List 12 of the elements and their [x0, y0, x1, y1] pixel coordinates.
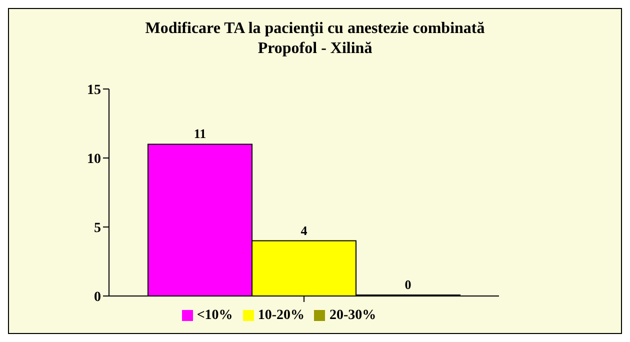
- legend-label: 20-30%: [329, 308, 376, 323]
- y-tick-label: 15: [87, 82, 101, 98]
- legend-label: <10%: [196, 308, 233, 323]
- y-tick-label: 10: [87, 152, 101, 167]
- data-label: 11: [194, 126, 206, 142]
- chart-title: Modificare TA la pacienţii cu anestezie combinată: [144, 19, 486, 39]
- y-tick-label: 5: [94, 220, 101, 236]
- data-label: 4: [300, 222, 308, 238]
- y-tick-label: 0: [94, 290, 101, 305]
- legend-label: 10-20%: [258, 308, 304, 323]
- data-label: 0: [404, 277, 412, 292]
- chart-subtitle: Propofol - Xilină: [256, 39, 374, 59]
